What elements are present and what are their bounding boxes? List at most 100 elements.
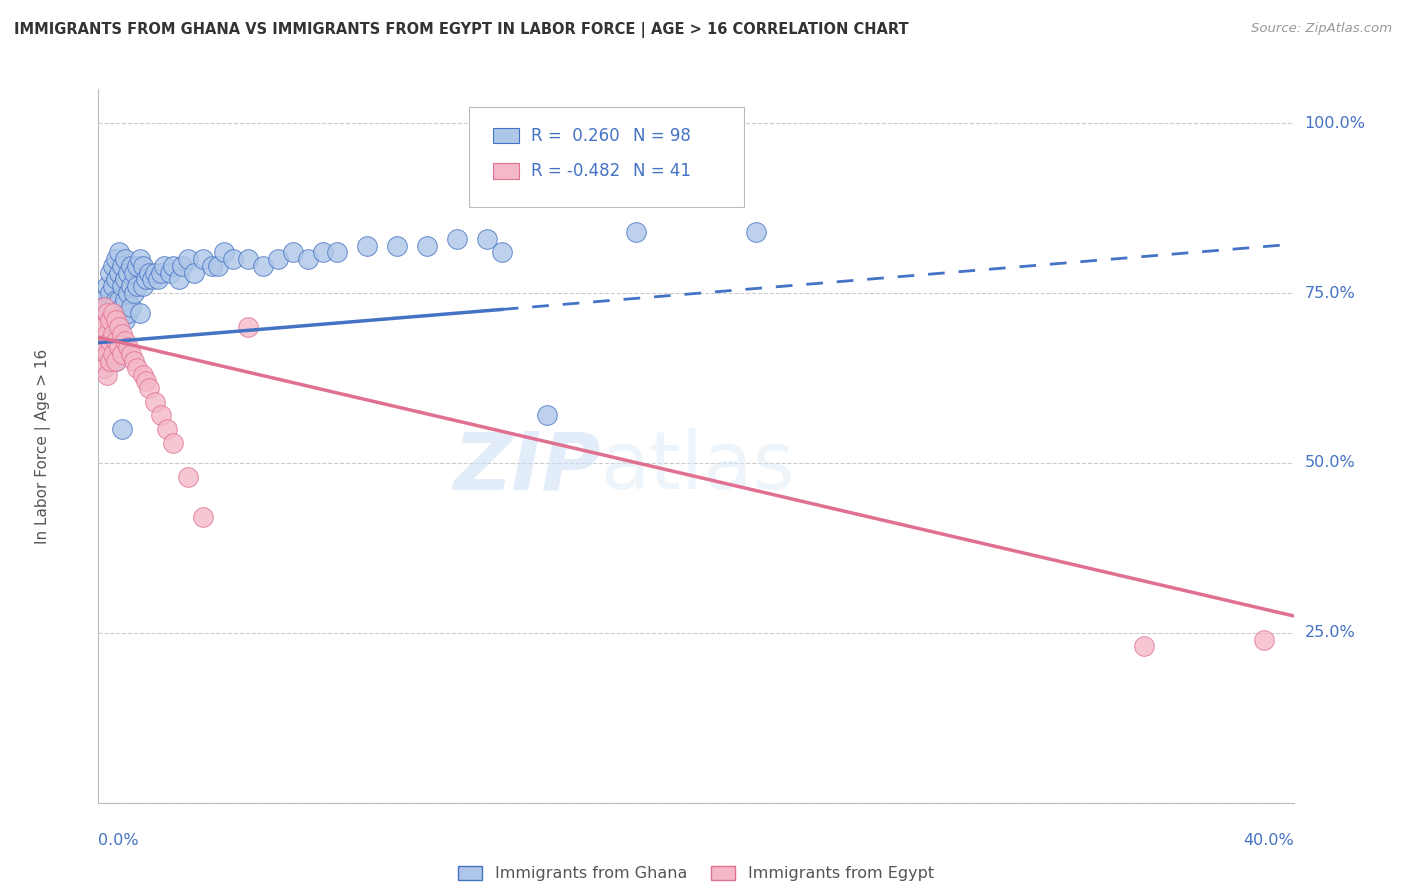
- Point: [416, 238, 439, 252]
- Point: [201, 259, 224, 273]
- Text: 0.0%: 0.0%: [98, 833, 139, 848]
- Point: [153, 259, 176, 273]
- Point: [96, 334, 118, 348]
- Point: [212, 245, 235, 260]
- Point: [93, 313, 115, 327]
- Point: [108, 293, 131, 307]
- Point: [143, 394, 166, 409]
- Point: [177, 252, 200, 266]
- Text: 25.0%: 25.0%: [1305, 625, 1355, 640]
- Point: [177, 469, 200, 483]
- Point: [267, 252, 290, 266]
- Text: 75.0%: 75.0%: [1305, 285, 1355, 301]
- Point: [252, 259, 274, 273]
- Text: In Labor Force | Age > 16: In Labor Force | Age > 16: [35, 349, 51, 543]
- Point: [93, 334, 115, 348]
- Point: [207, 259, 229, 273]
- Point: [117, 266, 139, 280]
- Point: [108, 341, 131, 355]
- Point: [98, 313, 122, 327]
- Point: [127, 360, 149, 375]
- Point: [114, 334, 136, 348]
- Point: [150, 266, 173, 280]
- Point: [96, 300, 118, 314]
- Point: [93, 347, 115, 361]
- Point: [156, 422, 179, 436]
- Point: [385, 238, 409, 252]
- Point: [183, 266, 205, 280]
- Legend: Immigrants from Ghana, Immigrants from Egypt: Immigrants from Ghana, Immigrants from E…: [451, 859, 941, 888]
- Point: [98, 266, 122, 280]
- Point: [105, 334, 128, 348]
- FancyBboxPatch shape: [470, 107, 744, 207]
- Point: [141, 272, 163, 286]
- Point: [191, 252, 214, 266]
- Point: [103, 320, 125, 334]
- Point: [96, 347, 118, 361]
- Text: 50.0%: 50.0%: [1305, 456, 1355, 470]
- Point: [356, 238, 378, 252]
- Point: [326, 245, 349, 260]
- Point: [281, 245, 304, 260]
- Point: [236, 320, 259, 334]
- Point: [446, 232, 468, 246]
- Text: 40.0%: 40.0%: [1243, 833, 1294, 848]
- Point: [93, 320, 115, 334]
- Point: [103, 347, 125, 361]
- Point: [162, 435, 184, 450]
- Point: [114, 252, 136, 266]
- Point: [117, 341, 139, 355]
- Point: [111, 300, 134, 314]
- Point: [90, 306, 112, 320]
- Point: [105, 354, 128, 368]
- Point: [108, 245, 131, 260]
- Point: [624, 225, 647, 239]
- Point: [98, 300, 122, 314]
- Point: [90, 354, 112, 368]
- Point: [143, 266, 166, 280]
- Point: [135, 375, 157, 389]
- Point: [129, 306, 152, 320]
- FancyBboxPatch shape: [494, 128, 519, 144]
- Text: ZIP: ZIP: [453, 428, 600, 507]
- Point: [93, 360, 115, 375]
- Point: [96, 326, 118, 341]
- Point: [90, 320, 112, 334]
- Point: [172, 259, 194, 273]
- Point: [96, 368, 118, 382]
- Point: [93, 320, 115, 334]
- Point: [148, 272, 170, 286]
- Point: [114, 272, 136, 286]
- Text: atlas: atlas: [600, 428, 794, 507]
- Point: [103, 354, 125, 368]
- Point: [105, 334, 128, 348]
- Point: [90, 354, 112, 368]
- Text: R =  0.260: R = 0.260: [531, 127, 620, 145]
- Point: [117, 286, 139, 301]
- Point: [103, 279, 125, 293]
- Point: [103, 259, 125, 273]
- Text: N = 41: N = 41: [633, 162, 690, 180]
- Point: [98, 334, 122, 348]
- Point: [108, 320, 131, 334]
- Point: [491, 245, 513, 260]
- Point: [138, 266, 160, 280]
- Point: [105, 252, 128, 266]
- Point: [150, 409, 173, 423]
- Point: [311, 245, 333, 260]
- Point: [120, 347, 142, 361]
- Point: [124, 266, 146, 280]
- Text: N = 98: N = 98: [633, 127, 690, 145]
- Text: 100.0%: 100.0%: [1305, 116, 1365, 131]
- Point: [96, 326, 118, 341]
- Point: [132, 279, 155, 293]
- Point: [98, 320, 122, 334]
- Point: [159, 266, 181, 280]
- Point: [222, 252, 245, 266]
- Point: [120, 259, 142, 273]
- Point: [93, 300, 115, 314]
- Point: [98, 286, 122, 301]
- Point: [132, 368, 155, 382]
- Point: [297, 252, 319, 266]
- Point: [96, 279, 118, 293]
